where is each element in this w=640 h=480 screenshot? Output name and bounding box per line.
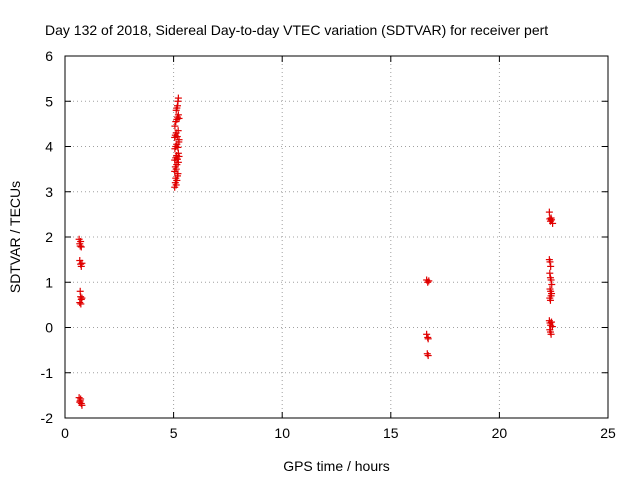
data-point xyxy=(423,330,431,338)
data-point xyxy=(423,350,431,358)
data-point xyxy=(546,269,554,277)
plot-frame xyxy=(64,55,609,419)
y-tick-label: -1 xyxy=(41,365,54,381)
data-point xyxy=(77,262,85,270)
data-point xyxy=(425,277,433,285)
data-point xyxy=(173,176,181,184)
data-point xyxy=(547,262,555,270)
x-tick-label: 0 xyxy=(61,425,69,441)
x-tick-label: 5 xyxy=(170,425,178,441)
x-tick-label: 25 xyxy=(600,425,616,441)
data-point xyxy=(546,296,554,304)
data-point xyxy=(174,149,182,157)
y-tick-label: 0 xyxy=(45,320,53,336)
data-point xyxy=(173,104,181,112)
data-point xyxy=(547,292,555,300)
y-tick-label: -2 xyxy=(41,410,54,426)
data-point xyxy=(78,259,86,267)
data-point xyxy=(545,208,553,216)
data-point xyxy=(546,258,554,266)
y-tick-label: 6 xyxy=(45,48,53,64)
y-tick-label: 5 xyxy=(45,93,53,109)
data-point xyxy=(175,152,183,160)
x-tick-label: 10 xyxy=(274,425,290,441)
data-point xyxy=(547,276,555,284)
data-point xyxy=(174,111,182,119)
data-point xyxy=(75,394,83,402)
grid xyxy=(65,56,608,418)
data-point xyxy=(77,300,85,308)
data-point xyxy=(548,216,556,224)
data-point xyxy=(174,143,182,151)
data-point xyxy=(76,299,84,307)
data-point xyxy=(174,170,182,178)
tick-labels: 0 5 10 15 20 25 -2 -1 0 1 2 3 4 5 6 xyxy=(41,48,616,441)
data-point xyxy=(547,330,555,338)
data-point xyxy=(549,219,557,227)
x-tick-label: 15 xyxy=(383,425,399,441)
data-point xyxy=(174,127,182,135)
data-point xyxy=(78,294,86,302)
data-point xyxy=(77,243,85,251)
data-point xyxy=(172,181,180,189)
data-point xyxy=(174,158,182,166)
y-tick-label: 3 xyxy=(45,184,53,200)
data-point xyxy=(172,165,180,173)
data-point xyxy=(424,278,432,286)
data-point xyxy=(174,94,182,102)
data-point xyxy=(548,281,556,289)
data-point xyxy=(77,238,85,246)
y-tick-label: 2 xyxy=(45,229,53,245)
data-point xyxy=(424,352,432,360)
y-axis-label: SDTVAR / TECUs xyxy=(7,181,23,293)
data-point xyxy=(77,395,85,403)
data-points xyxy=(75,94,557,409)
axis-ticks xyxy=(64,55,609,419)
data-point xyxy=(424,335,432,343)
chart-title: Day 132 of 2018, Sidereal Day-to-day VTE… xyxy=(45,22,548,38)
data-point xyxy=(171,122,179,130)
data-point xyxy=(175,136,183,144)
data-point xyxy=(175,114,183,122)
data-point xyxy=(548,318,556,326)
data-point xyxy=(76,398,84,406)
x-axis-label: GPS time / hours xyxy=(283,458,390,474)
y-tick-label: 1 xyxy=(45,274,53,290)
x-tick-label: 20 xyxy=(492,425,508,441)
y-tick-label: 4 xyxy=(45,139,53,155)
